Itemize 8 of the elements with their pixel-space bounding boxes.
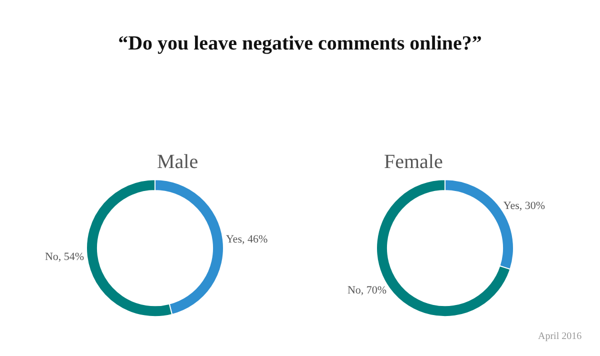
slice-label: Yes, 46% [226, 233, 268, 246]
chart-subtitle: Male [157, 151, 198, 173]
chart-subtitle: Female [384, 151, 443, 173]
chart-title: “Do you leave negative comments online?” [118, 32, 482, 55]
slice-label: Yes, 30% [503, 200, 546, 212]
text: April 2016 [538, 331, 582, 342]
slice-label: No, 70% [347, 284, 387, 296]
slice-label: No, 54% [44, 250, 84, 263]
